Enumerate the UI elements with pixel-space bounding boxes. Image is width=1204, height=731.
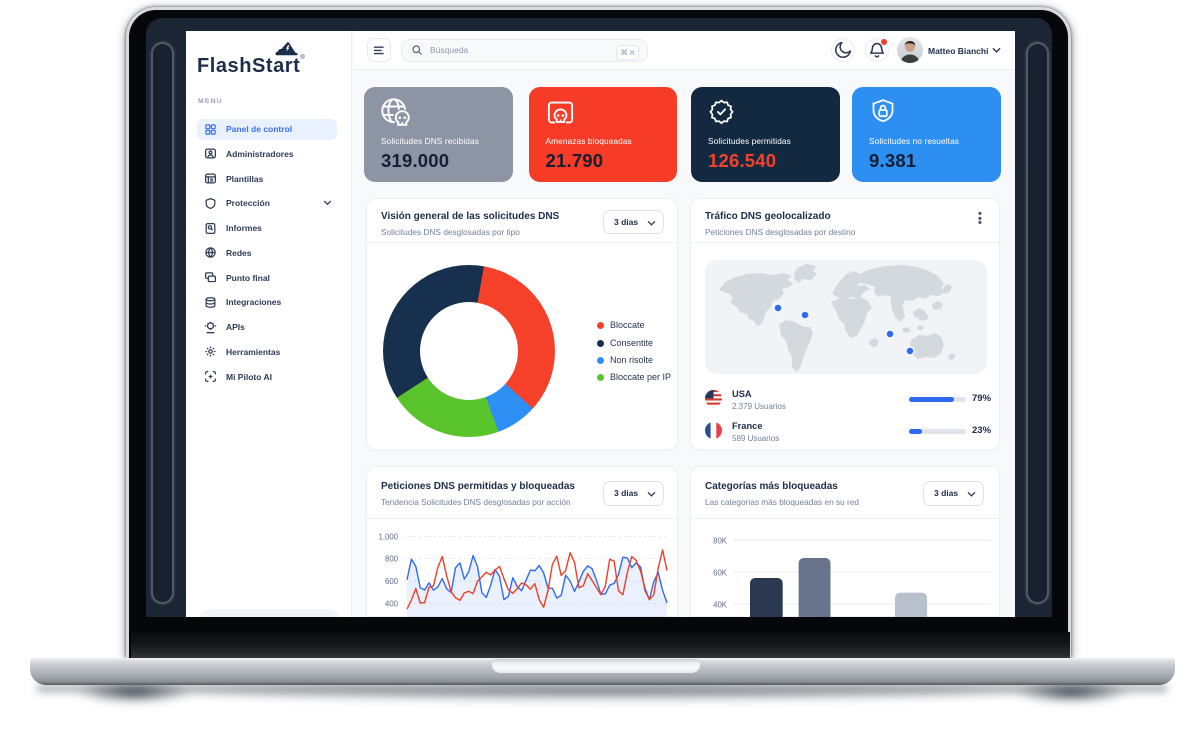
svg-text:40K: 40K <box>713 601 728 610</box>
svg-text:1,000: 1,000 <box>378 533 398 542</box>
svg-text:60K: 60K <box>713 569 728 578</box>
svg-text:80K: 80K <box>713 537 728 546</box>
svg-text:800: 800 <box>385 555 399 564</box>
svg-text:400: 400 <box>385 600 399 609</box>
svg-text:600: 600 <box>385 577 399 586</box>
